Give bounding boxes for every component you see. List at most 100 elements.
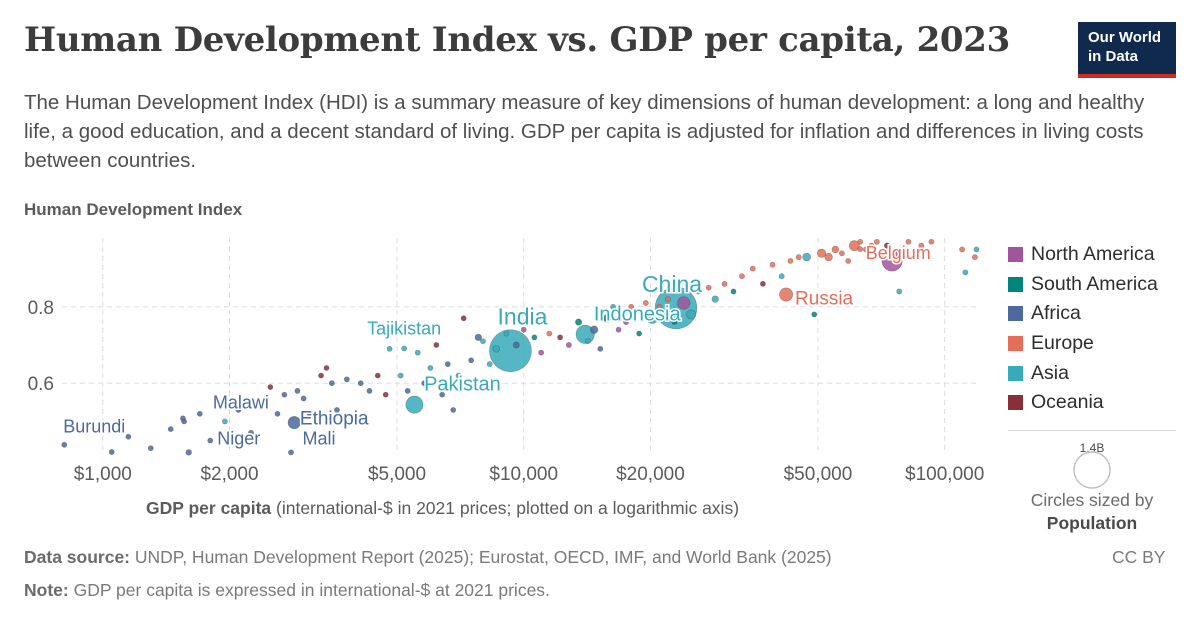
data-point (721, 280, 728, 287)
data-point (677, 296, 691, 310)
data-point (857, 246, 864, 253)
data-point (811, 311, 818, 318)
data-point (267, 384, 274, 390)
legend-swatch (1008, 395, 1023, 411)
chart-subtitle: The Human Development Index (HDI) is a s… (24, 91, 1145, 172)
data-point (489, 329, 532, 373)
data-point (730, 288, 737, 295)
data-point (615, 326, 622, 333)
data-point (778, 273, 785, 280)
data-point (405, 395, 424, 414)
data-point (318, 372, 325, 379)
data-point (323, 364, 330, 371)
data-point (584, 338, 591, 345)
license-link[interactable]: CC BY (1112, 547, 1166, 567)
data-point (492, 345, 500, 353)
legend-label: Europe (1031, 332, 1094, 355)
data-point (167, 426, 174, 433)
data-point (328, 380, 335, 387)
data-point (306, 410, 313, 417)
legend-label: Oceania (1031, 391, 1104, 414)
data-point (565, 342, 572, 348)
y-axis-label: Human Development Index (24, 200, 243, 219)
data-point (603, 313, 612, 323)
size-legend-divider (1008, 430, 1176, 431)
x-axis-label: GDP per capita (international-$ in 2021 … (146, 498, 906, 519)
data-point (274, 410, 281, 417)
data-point (905, 238, 912, 245)
legend-swatch (1008, 247, 1023, 263)
data-point (705, 284, 712, 291)
point-label: Mali (303, 428, 336, 448)
note-label: Note: (24, 580, 69, 600)
size-caption-bold: Population (1046, 513, 1138, 533)
data-point (646, 312, 658, 324)
data-point (401, 345, 408, 352)
logo-line-1: Our World (1088, 29, 1162, 46)
x-axis-label-rest: (international-$ in 2021 prices; plotted… (271, 498, 740, 518)
size-legend-circle (1073, 451, 1111, 489)
source-label: Data source: (24, 547, 131, 567)
data-point (686, 309, 697, 320)
data-point (962, 269, 969, 276)
data-point (831, 245, 840, 254)
data-point (848, 240, 860, 252)
owid-logo[interactable]: Our World in Data (1078, 22, 1176, 78)
point-label: Niger (217, 428, 260, 448)
data-source: Data source: UNDP, Human Development Rep… (24, 547, 832, 568)
legend-item[interactable]: Europe (1008, 329, 1188, 359)
data-point (656, 303, 663, 310)
data-point (973, 246, 980, 253)
data-point (108, 449, 115, 455)
chart-title: Human Development Index vs. GDP per capi… (24, 20, 1010, 60)
legend-label: North America (1031, 243, 1155, 266)
data-point (610, 303, 616, 310)
data-point (590, 325, 599, 334)
legend-item[interactable]: Africa (1008, 299, 1188, 329)
x-tick-label: $2,000 (200, 464, 258, 485)
data-point (185, 449, 192, 456)
data-point (294, 387, 301, 394)
data-point (671, 319, 678, 326)
data-point (196, 410, 203, 417)
point-label: Russia (795, 289, 854, 310)
data-point (868, 242, 875, 249)
data-point (575, 324, 595, 344)
y-tick-label: 0.8 (28, 298, 54, 319)
data-point (695, 288, 702, 295)
legend-item[interactable]: Asia (1008, 358, 1188, 388)
data-point (959, 246, 966, 253)
legend-swatch (1008, 365, 1023, 381)
data-point (61, 441, 68, 448)
legend-item[interactable]: South America (1008, 270, 1188, 300)
x-tick-label: $5,000 (368, 464, 426, 485)
legend-label: Africa (1031, 302, 1081, 325)
data-point (288, 449, 295, 456)
data-point (787, 257, 794, 264)
data-point (125, 433, 132, 440)
data-point (838, 250, 845, 257)
data-point (881, 250, 903, 272)
data-point (439, 391, 446, 398)
point-label: Malawi (213, 392, 269, 412)
data-point (642, 300, 649, 306)
scatter-plot: 0.6 0.8 $1,000 $2,000 $5,000 $10,000 $20,000 $5… (28, 238, 984, 485)
size-legend-value: 1.4B (1080, 441, 1105, 455)
data-point (281, 391, 288, 398)
data-point (557, 334, 564, 341)
legend-swatch (1008, 306, 1023, 322)
data-point (711, 295, 719, 303)
legend-swatch (1008, 336, 1023, 352)
legend-item[interactable]: Oceania (1008, 388, 1188, 418)
legend-swatch (1008, 276, 1023, 292)
data-point (479, 338, 486, 345)
legend-item[interactable]: North America (1008, 240, 1188, 270)
data-point (444, 361, 451, 368)
point-label: Burundi (63, 417, 125, 437)
data-point (486, 361, 493, 368)
data-point (824, 252, 833, 262)
x-tick-label: $10,000 (489, 464, 558, 485)
data-point (739, 273, 745, 280)
data-point (235, 407, 242, 413)
data-point (312, 433, 319, 440)
